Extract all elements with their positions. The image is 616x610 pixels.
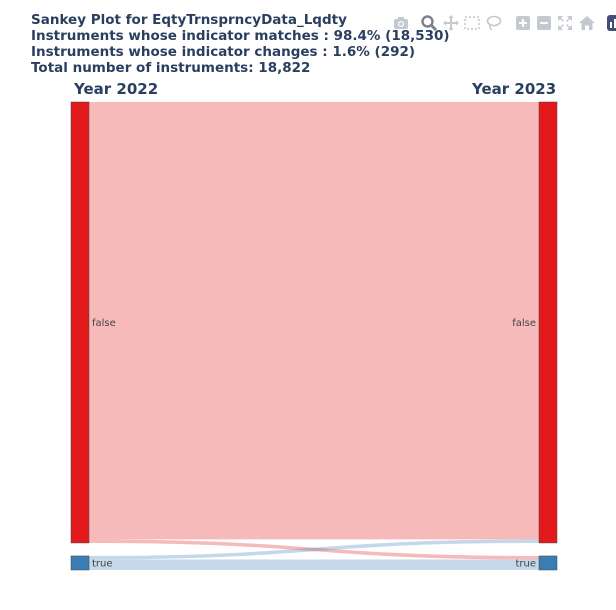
zoom-out-icon[interactable] <box>535 14 553 32</box>
sankey-node-1[interactable] <box>70 555 90 571</box>
sankey-node-0[interactable] <box>70 101 90 544</box>
autoscale-icon[interactable] <box>556 14 574 32</box>
column-label-left: Year 2022 <box>74 80 159 98</box>
sankey-node-label-0: false <box>92 318 116 329</box>
sankey-node-label-2: false <box>512 318 536 329</box>
zoom-icon[interactable] <box>420 14 438 32</box>
pan-icon[interactable] <box>442 14 460 32</box>
sankey-link-2[interactable] <box>89 539 539 560</box>
box-select-icon[interactable] <box>463 14 481 32</box>
sankey-node-2[interactable] <box>538 101 558 544</box>
title-line-total: Total number of instruments: 18,822 <box>31 60 311 76</box>
sankey-node-3[interactable] <box>538 555 558 571</box>
chart-title: Sankey Plot for EqtyTrnsprncyData_Lqdty … <box>31 12 450 76</box>
plotly-logo-icon[interactable] <box>606 14 616 32</box>
column-label-right: Year 2023 <box>472 80 557 98</box>
camera-icon[interactable] <box>392 14 410 32</box>
title-line-1: Sankey Plot for EqtyTrnsprncyData_Lqdty <box>31 12 347 28</box>
zoom-in-icon[interactable] <box>514 14 532 32</box>
sankey-link-0[interactable] <box>89 102 539 540</box>
reset-axes-icon[interactable] <box>578 14 596 32</box>
sankey-node-label-3: true <box>515 558 536 569</box>
sankey-node-label-1: true <box>92 558 113 569</box>
title-line-changes: Instruments whose indicator changes : 1.… <box>31 44 416 60</box>
sankey-link-3[interactable] <box>89 559 539 570</box>
sankey-link-1[interactable] <box>89 539 539 560</box>
title-line-matches: Instruments whose indicator matches : 98… <box>31 28 450 44</box>
lasso-icon[interactable] <box>485 14 503 32</box>
